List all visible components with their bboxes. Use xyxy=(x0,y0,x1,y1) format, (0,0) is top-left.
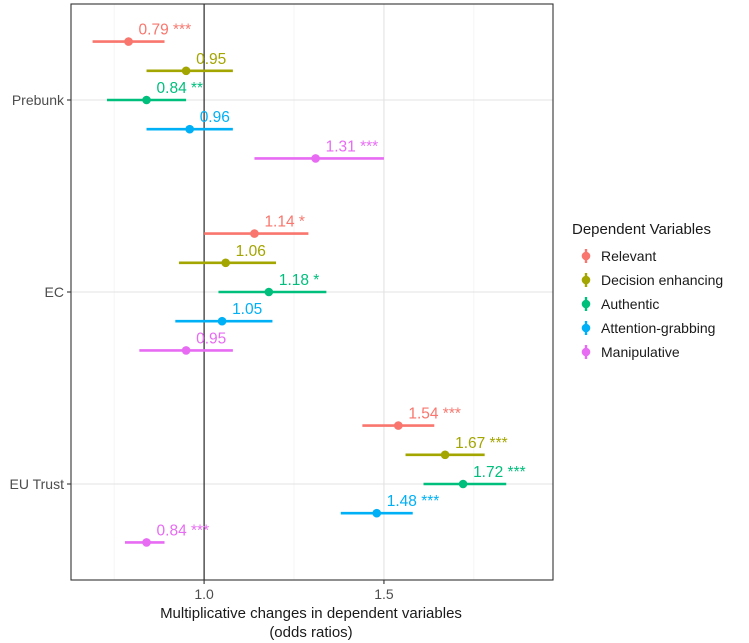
estimate-marks: 0.79 *** 1.14 * 1.54 *** 0.95 1.06 1.67 *** 0.… xyxy=(92,22,526,547)
estimate-label-0-2: 1.54 *** xyxy=(408,406,461,423)
point-2-1 xyxy=(264,287,274,297)
legend-label-4: Manipulative xyxy=(601,344,680,360)
point-1-2 xyxy=(440,450,450,460)
point-2-0 xyxy=(142,95,151,105)
legend: Dependent Variables Relevant Decision enh… xyxy=(572,221,723,360)
x-tick-label-0: 1.0 xyxy=(194,586,214,602)
point-0-0 xyxy=(124,37,133,46)
estimate-label-4-2: 0.84 *** xyxy=(157,522,210,539)
legend-key-point-2 xyxy=(581,299,591,309)
point-4-2 xyxy=(142,538,151,547)
estimate-label-1-0: 0.95 xyxy=(196,51,226,68)
point-0-1 xyxy=(250,229,259,238)
estimate-label-3-2: 1.48 *** xyxy=(387,493,440,510)
estimate-label-3-1: 1.05 xyxy=(232,301,262,318)
legend-key-point-1 xyxy=(581,275,591,285)
estimate-label-1-1: 1.06 xyxy=(236,243,266,260)
estimate-label-2-0: 0.84 ** xyxy=(157,80,204,97)
estimate-label-0-0: 0.79 *** xyxy=(139,22,192,39)
point-2-2 xyxy=(458,479,468,489)
point-3-0 xyxy=(185,124,195,134)
point-1-0 xyxy=(181,66,191,76)
x-axis: 1.0 1.5 xyxy=(194,580,394,602)
x-axis-title-line2: (odds ratios) xyxy=(269,624,352,641)
point-3-1 xyxy=(217,316,227,326)
legend-key-point-4 xyxy=(581,347,591,357)
estimate-label-2-2: 1.72 *** xyxy=(473,464,526,481)
point-1-1 xyxy=(221,258,230,268)
point-4-0 xyxy=(311,154,320,163)
estimate-label-0-1: 1.14 * xyxy=(264,214,305,231)
estimate-label-4-0: 1.31 *** xyxy=(326,138,379,155)
point-0-2 xyxy=(394,421,403,430)
estimate-label-2-1: 1.18 * xyxy=(279,272,320,289)
x-axis-title-line1: Multiplicative changes in dependent vari… xyxy=(160,605,462,622)
legend-key-point-3 xyxy=(581,323,591,333)
point-4-1 xyxy=(181,346,191,355)
legend-label-0: Relevant xyxy=(601,248,656,264)
legend-key-point-0 xyxy=(581,251,591,261)
estimate-label-3-0: 0.96 xyxy=(200,109,230,126)
y-axis: Prebunk EC EU Trust xyxy=(10,92,71,492)
point-3-2 xyxy=(372,508,382,518)
legend-label-1: Decision enhancing xyxy=(601,272,723,288)
y-tick-label-2: EU Trust xyxy=(10,476,65,492)
estimate-label-4-1: 0.95 xyxy=(196,330,226,347)
y-tick-label-1: EC xyxy=(45,284,64,300)
y-tick-label-0: Prebunk xyxy=(12,92,65,108)
x-tick-label-1: 1.5 xyxy=(374,586,394,602)
legend-label-3: Attention-grabbing xyxy=(601,320,715,336)
estimate-label-1-2: 1.67 *** xyxy=(455,435,508,452)
legend-label-2: Authentic xyxy=(601,296,659,312)
legend-title: Dependent Variables xyxy=(572,221,711,238)
